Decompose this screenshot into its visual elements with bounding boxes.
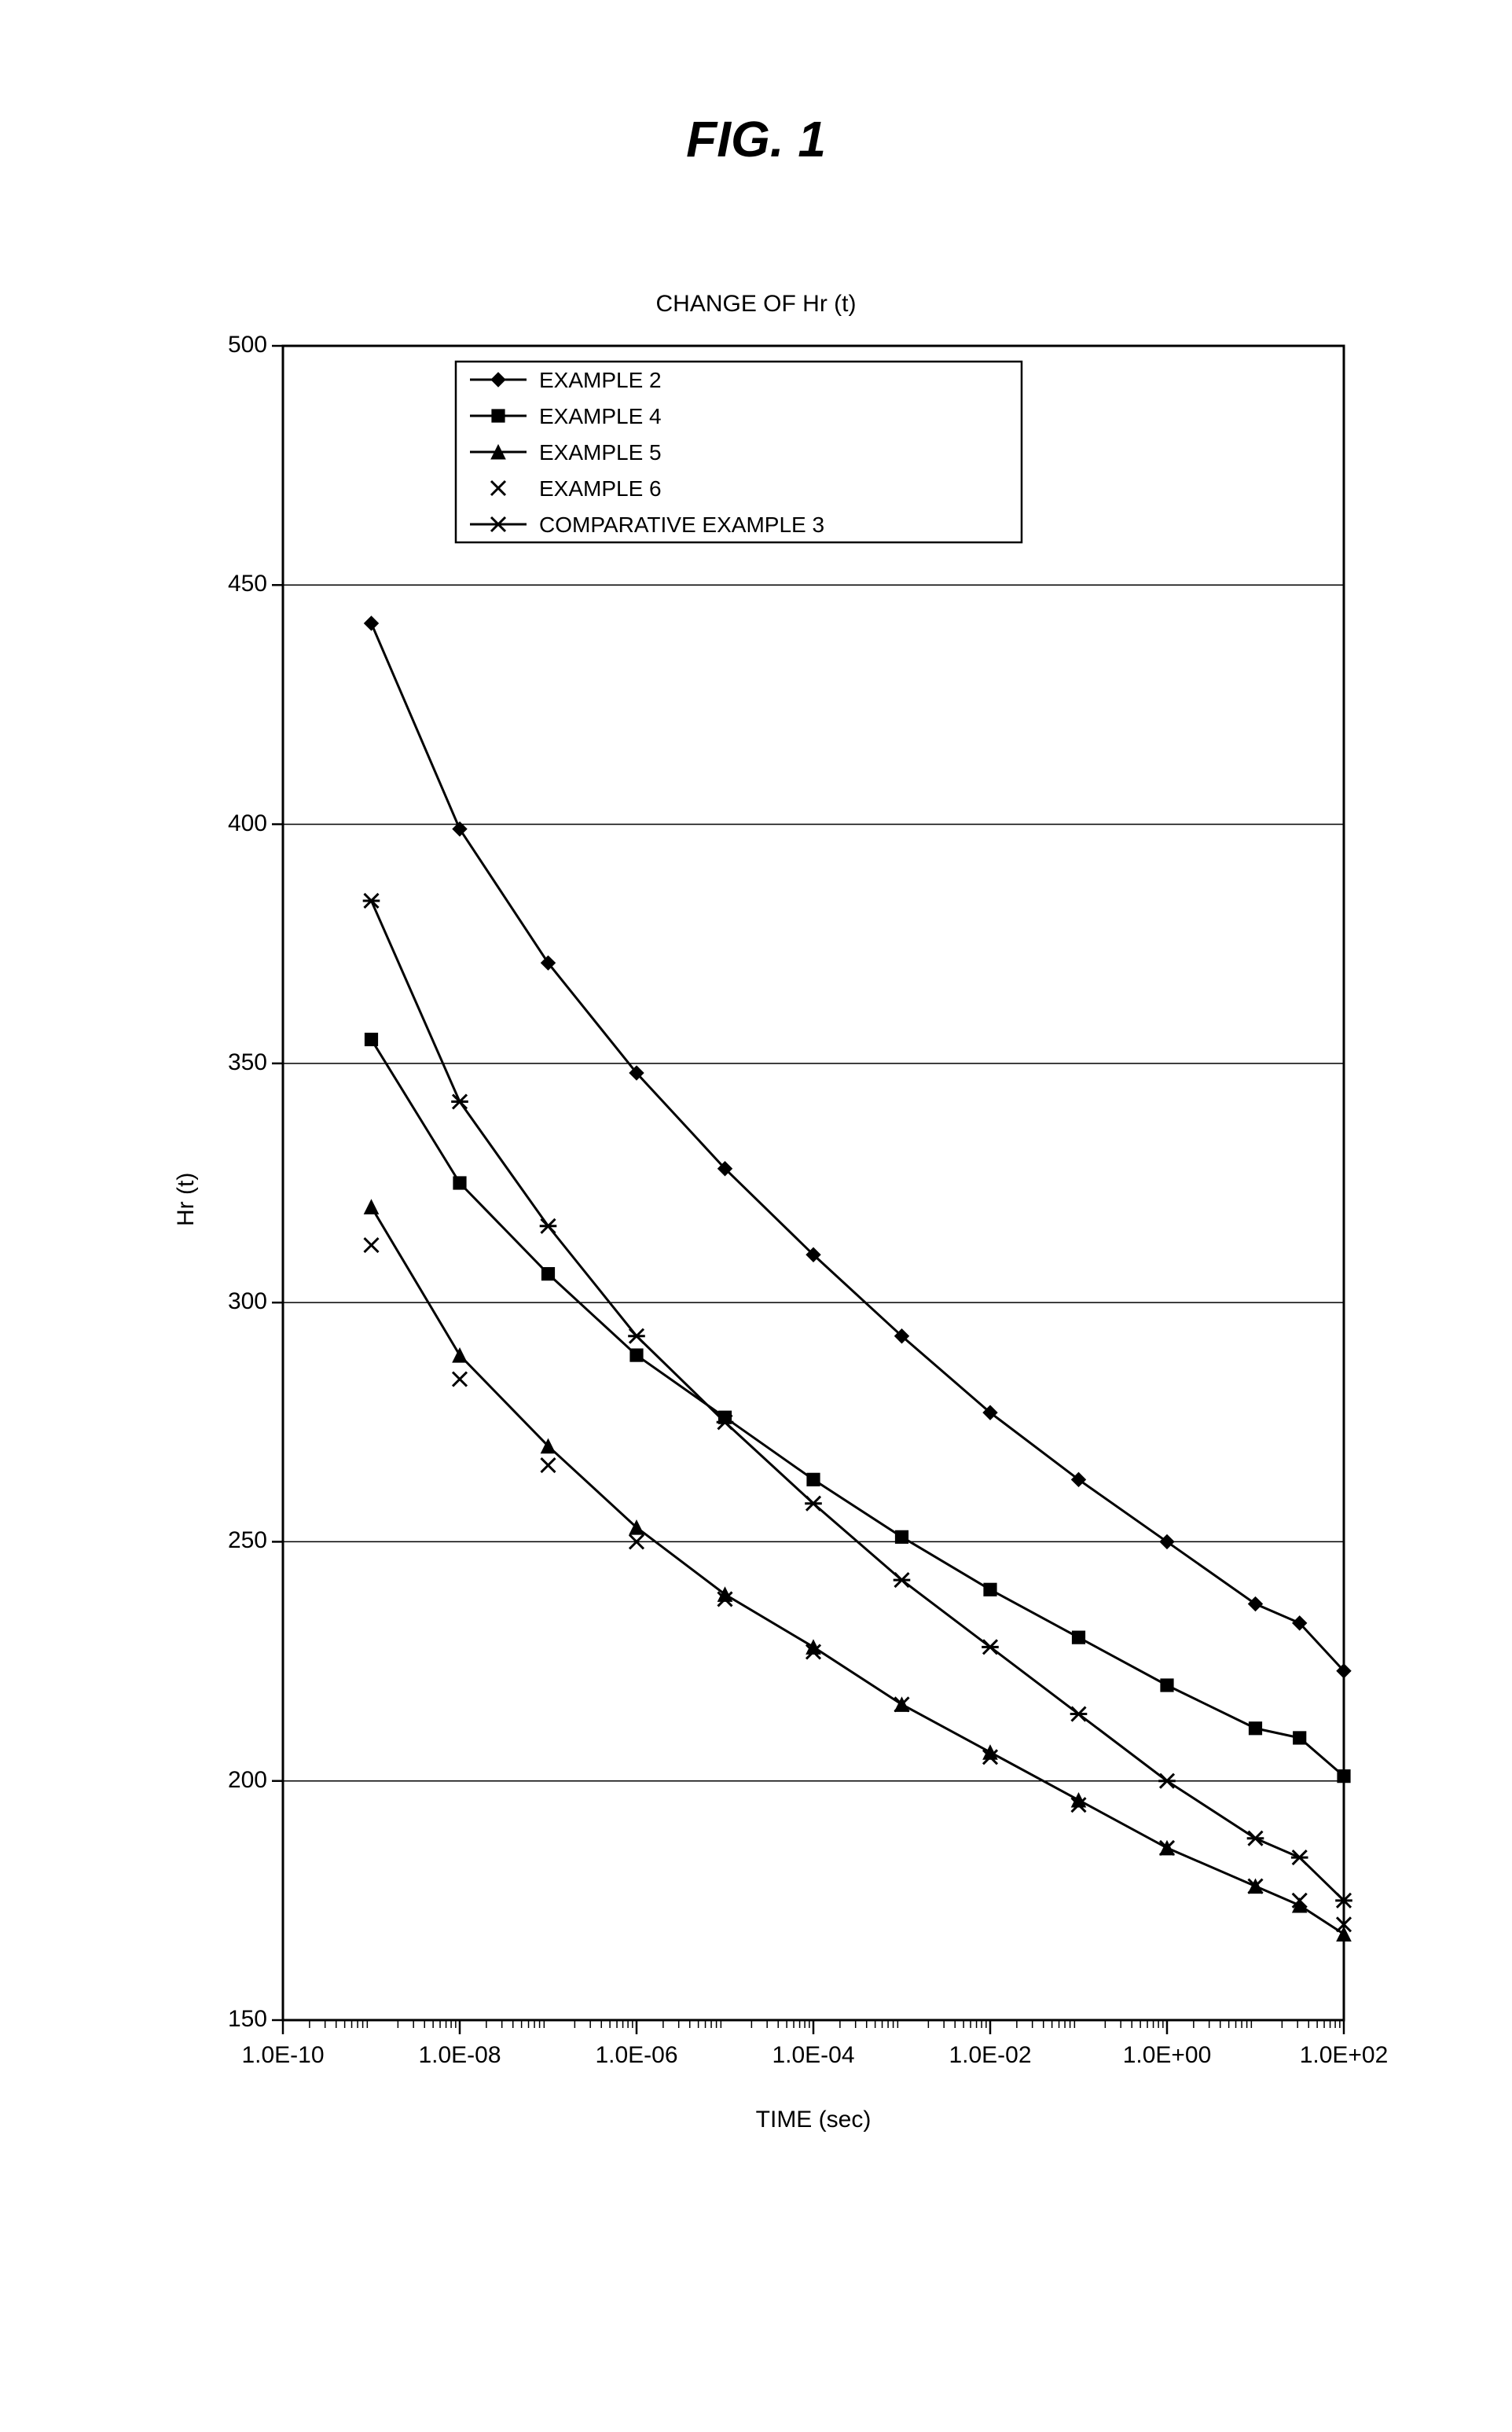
x-tick-label: 1.0E+00 [1100,2042,1234,2069]
legend: EXAMPLE 2 EXAMPLE 4 EXAMPLE 5 EXAMPLE 6 COMP… [456,362,1022,542]
svg-text:EXAMPLE 6: EXAMPLE 6 [539,476,662,501]
chart-title: CHANGE OF Hr (t) [0,291,1512,318]
x-tick-label: 1.0E-10 [216,2042,350,2069]
y-tick-label: 400 [196,810,267,837]
x-axis-label: TIME (sec) [283,2107,1344,2133]
series-comparative-example-3 [363,894,1352,1908]
x-tick-label: 1.0E-04 [747,2042,880,2069]
y-tick-label: 200 [196,1767,267,1794]
y-tick-label: 150 [196,2006,267,2033]
y-tick-label: 350 [196,1049,267,1076]
svg-text:EXAMPLE 5: EXAMPLE 5 [539,440,662,465]
svg-text:EXAMPLE 2: EXAMPLE 2 [539,368,662,392]
page: FIG. 1 CHANGE OF Hr (t) EXAMPLE 2EXAMPLE… [0,0,1512,2432]
chart-svg: EXAMPLE 2 EXAMPLE 4 EXAMPLE 5 EXAMPLE 6 COMP… [283,346,1344,2020]
y-tick-label: 500 [196,332,267,358]
figure-label: FIG. 1 [0,110,1512,168]
series-example-4 [365,1033,1350,1782]
x-tick-label: 1.0E-06 [570,2042,703,2069]
y-axis-label: Hr (t) [173,1173,200,1226]
series-example-6 [365,1238,1352,1931]
svg-text:EXAMPLE 4: EXAMPLE 4 [539,404,662,428]
x-tick-label: 1.0E+02 [1277,2042,1411,2069]
x-tick-label: 1.0E-08 [393,2042,527,2069]
y-tick-label: 450 [196,571,267,597]
chart-container: EXAMPLE 2 EXAMPLE 4 EXAMPLE 5 EXAMPLE 6 COMP… [283,346,1344,2020]
y-tick-label: 250 [196,1527,267,1554]
x-tick-label: 1.0E-02 [923,2042,1057,2069]
series-example-5 [365,1199,1352,1941]
series-example-2 [365,616,1352,1678]
svg-text:COMPARATIVE EXAMPLE 3: COMPARATIVE EXAMPLE 3 [539,512,824,537]
y-tick-label: 300 [196,1288,267,1315]
